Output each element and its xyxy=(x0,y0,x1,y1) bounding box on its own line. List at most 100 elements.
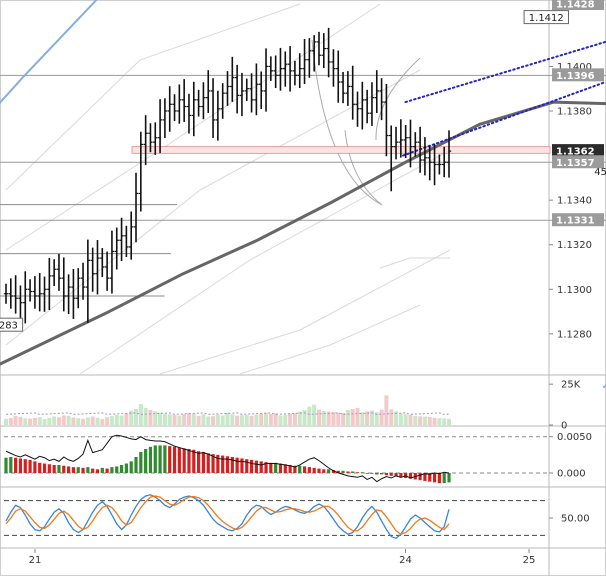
macd-bar xyxy=(331,470,336,473)
annotation-box xyxy=(0,317,24,332)
volume-bar xyxy=(345,409,350,425)
macd-bar xyxy=(235,457,239,473)
volume-bar xyxy=(418,416,423,425)
macd-bar xyxy=(375,472,379,475)
x-tick-label: 21 xyxy=(29,555,42,566)
macd-bar xyxy=(95,469,100,473)
annotation-label: 45 xyxy=(594,167,606,178)
macd-bar xyxy=(81,467,85,473)
volume-bar xyxy=(365,411,370,425)
fan-line xyxy=(5,69,421,346)
macd-bar xyxy=(211,454,215,473)
volume-bar xyxy=(244,414,249,425)
volume-bar xyxy=(42,419,47,425)
volume-bar xyxy=(408,414,413,425)
trend-channel xyxy=(404,40,606,104)
fan-line xyxy=(5,3,301,191)
macd-bar xyxy=(274,462,278,473)
volume-bar xyxy=(134,408,139,425)
macd-bar xyxy=(283,464,287,473)
volume-bar xyxy=(249,415,254,425)
price-tag-label: 1.1362 xyxy=(556,147,595,158)
macd-bar xyxy=(197,451,201,473)
volume-bar xyxy=(37,417,42,425)
macd-bar xyxy=(182,448,186,473)
macd-bar xyxy=(105,468,109,473)
macd-bar xyxy=(62,465,66,473)
macd-bar xyxy=(336,470,340,473)
macd-bar xyxy=(18,458,23,473)
volume-bars xyxy=(4,395,451,425)
price-tag-label: 1.1428 xyxy=(556,0,595,11)
volume-bar xyxy=(76,418,81,425)
fib-arc xyxy=(311,39,383,206)
volume-bar xyxy=(95,417,100,425)
macd-bar xyxy=(230,457,234,473)
volume-bar xyxy=(129,410,134,425)
macd-bar xyxy=(177,447,181,473)
macd-bar xyxy=(4,457,8,473)
volume-bar xyxy=(153,411,158,425)
volume-bar xyxy=(105,417,110,425)
macd-bar xyxy=(351,471,355,473)
volume-bar xyxy=(283,414,288,425)
volume-bar xyxy=(119,415,124,425)
macd-bar xyxy=(158,445,162,473)
macd-bar xyxy=(312,467,316,473)
macd-bar xyxy=(28,459,32,473)
volume-bar xyxy=(109,416,114,425)
volume-bar xyxy=(355,408,360,425)
y-tick-label: 1.1300 xyxy=(557,285,592,296)
volume-bar xyxy=(148,409,153,425)
fan-lines xyxy=(5,3,451,375)
volume-bar xyxy=(447,418,451,425)
volume-bar xyxy=(389,409,394,425)
annotation-box xyxy=(523,10,569,25)
macd-bar xyxy=(91,468,95,473)
volume-bar xyxy=(100,419,105,425)
macd-bar xyxy=(42,463,47,473)
volume-bar xyxy=(52,416,57,425)
macd-bar xyxy=(327,469,331,473)
price-tag-label: 1.1396 xyxy=(556,71,595,82)
volume-bar xyxy=(316,409,321,425)
price-tag xyxy=(552,0,604,10)
y-tick-label: 25K xyxy=(561,380,581,391)
macd-bar xyxy=(206,453,210,473)
volume-bar xyxy=(239,415,244,425)
macd-bar xyxy=(269,462,273,473)
price-tag xyxy=(552,144,604,158)
macd-bar xyxy=(225,456,230,473)
volume-bar xyxy=(124,413,129,425)
macd-bar xyxy=(66,466,71,473)
macd-bar xyxy=(139,451,143,473)
y-tick-label: 0.0050 xyxy=(557,432,592,443)
macd-bar xyxy=(408,472,413,479)
volume-bar xyxy=(162,413,167,425)
macd-bar xyxy=(399,472,403,478)
macd-bar xyxy=(418,472,422,481)
volume-bar xyxy=(196,415,201,425)
macd-bar xyxy=(379,472,384,475)
volume-bar xyxy=(264,412,269,425)
volume-bar xyxy=(422,416,427,425)
volume-bar xyxy=(292,413,297,425)
volume-bar xyxy=(437,418,442,425)
volume-bar xyxy=(384,395,389,425)
macd-bar xyxy=(355,472,360,474)
macd-bar xyxy=(428,472,432,482)
ma-dark-line xyxy=(0,100,606,366)
macd-bar xyxy=(442,472,446,484)
volume-bar xyxy=(13,415,18,425)
volume-bar xyxy=(66,415,71,425)
volume-bar xyxy=(201,414,206,425)
macd-bar xyxy=(134,457,138,473)
macd-bar xyxy=(240,458,244,473)
macd-bar xyxy=(86,467,90,473)
y-tick-label: 0 xyxy=(561,421,567,432)
volume-bar xyxy=(360,412,365,425)
volume-bar xyxy=(273,413,278,425)
volume-bar xyxy=(442,418,447,425)
volume-bar xyxy=(230,414,235,425)
macd-bar xyxy=(57,464,61,473)
